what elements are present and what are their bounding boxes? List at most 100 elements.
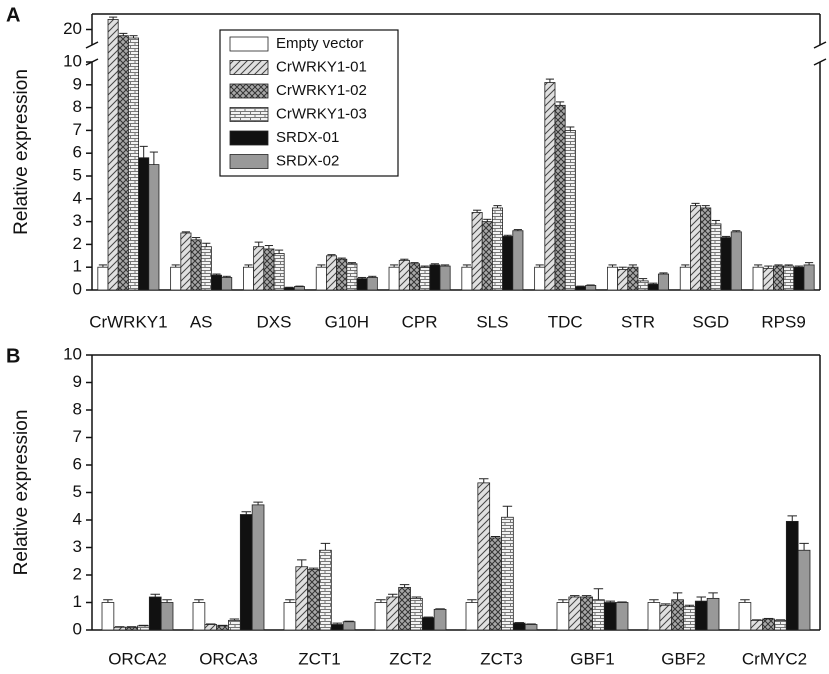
bar: [356, 278, 368, 291]
error-bar: [545, 78, 554, 83]
error-bar: [701, 205, 710, 208]
error-bar: [264, 245, 273, 249]
bar: [204, 624, 218, 631]
legend-swatch: [229, 154, 269, 169]
panel-label: A: [6, 4, 20, 26]
error-bar: [358, 276, 367, 279]
bar: [283, 287, 295, 291]
error-bar: [752, 619, 762, 621]
legend-label: CrWRKY1-03: [276, 105, 367, 122]
y-tick-label: 7: [73, 120, 82, 139]
error-bar: [672, 592, 683, 600]
x-tick-label: ZCT3: [480, 649, 523, 668]
error-bar: [430, 263, 439, 265]
bar: [293, 286, 305, 291]
error-bar: [253, 501, 263, 505]
y-tick-label: 10: [63, 51, 82, 70]
bar: [534, 266, 546, 291]
bar: [489, 537, 502, 631]
y-tick-label: 6: [73, 454, 82, 473]
bar: [366, 277, 378, 291]
bar: [180, 232, 192, 291]
error-bar: [139, 145, 148, 158]
bar: [803, 264, 815, 291]
bar: [170, 266, 182, 291]
error-bar: [490, 536, 501, 538]
y-tick-label: 2: [73, 564, 82, 583]
legend-label: SRDX-01: [276, 129, 339, 146]
y-tick-label: 6: [73, 143, 82, 162]
bar: [410, 597, 423, 631]
bar: [239, 514, 253, 631]
y-tick-label: 3: [73, 211, 82, 230]
error-bar: [241, 511, 251, 515]
error-bar: [740, 599, 750, 603]
error-bar: [754, 264, 763, 268]
error-bar: [435, 608, 445, 610]
bar: [138, 157, 150, 291]
error-bar: [441, 264, 450, 267]
bar: [273, 253, 285, 291]
error-bar: [308, 567, 319, 570]
bar: [512, 622, 526, 631]
x-tick-label: SLS: [476, 312, 508, 331]
error-bar: [805, 262, 814, 265]
error-bar: [708, 592, 718, 599]
error-bar: [411, 596, 422, 599]
bar: [398, 259, 410, 291]
error-bar: [558, 599, 568, 603]
error-bar: [202, 242, 211, 247]
panel-label: B: [6, 345, 20, 367]
bar: [319, 549, 332, 631]
error-bar: [129, 35, 138, 39]
error-bar: [774, 264, 783, 267]
error-bar: [784, 264, 793, 267]
error-bar: [126, 626, 137, 628]
bar: [512, 230, 524, 291]
bar: [762, 618, 775, 631]
x-tick-label: GBF2: [661, 649, 705, 668]
bar: [797, 549, 811, 631]
bar: [481, 221, 493, 291]
bar: [477, 482, 491, 631]
bar: [221, 277, 233, 291]
bar: [101, 602, 115, 631]
legend-label: CrWRKY1-01: [276, 58, 367, 75]
bar: [617, 269, 629, 291]
error-bar: [368, 275, 377, 278]
error-bar: [337, 257, 346, 260]
error-bar: [711, 219, 720, 224]
error-bar: [483, 218, 492, 222]
bar: [409, 263, 420, 291]
bar: [97, 266, 109, 291]
bar: [738, 602, 752, 631]
error-bar: [722, 235, 731, 238]
error-bar: [212, 273, 221, 276]
bar: [346, 263, 358, 291]
bar: [659, 604, 673, 631]
y-tick-label: 0: [73, 279, 82, 298]
error-bar: [649, 282, 658, 285]
bar: [706, 597, 720, 631]
bar: [700, 207, 712, 291]
x-tick-label: ZCT1: [298, 649, 341, 668]
error-bar: [149, 151, 158, 165]
error-bar: [222, 275, 231, 278]
error-bar: [119, 32, 128, 36]
bar: [793, 266, 805, 291]
error-bar: [206, 623, 216, 625]
error-bar: [605, 600, 615, 603]
error-bar: [400, 258, 409, 261]
legend-label: Empty vector: [276, 35, 364, 52]
bar: [200, 246, 212, 291]
error-bar: [556, 101, 565, 106]
x-tick-label: G10H: [325, 312, 369, 331]
bar: [720, 237, 732, 291]
legend-swatch: [229, 36, 269, 52]
bar: [568, 596, 582, 631]
x-tick-label: AS: [190, 312, 213, 331]
bar: [125, 626, 138, 631]
bar: [502, 236, 514, 291]
bar: [307, 569, 320, 631]
